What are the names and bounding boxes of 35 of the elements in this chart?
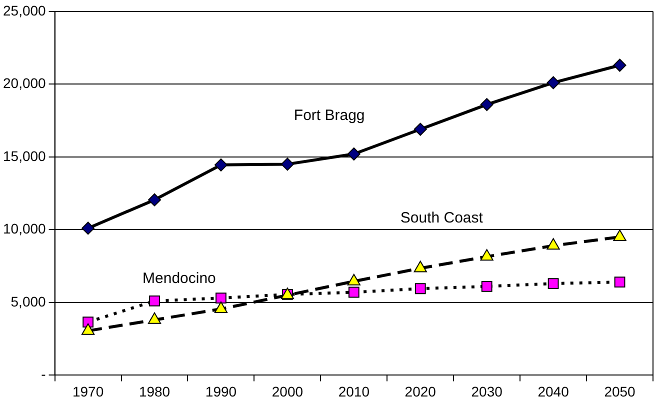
point: [149, 296, 160, 306]
series-label: Fort Bragg: [294, 107, 365, 124]
point: [414, 283, 426, 294]
x-tick-label: 2050: [604, 383, 636, 400]
series-label: South Coast: [400, 209, 484, 226]
point: [480, 249, 494, 261]
x-tick-label: 2010: [338, 383, 370, 400]
y-tick-label: 15,000: [2, 148, 46, 164]
x-tick-label: 1990: [205, 383, 237, 400]
y-tick-label: -: [41, 366, 46, 382]
point: [613, 58, 626, 72]
x-tick-label: 2020: [404, 383, 436, 400]
point: [82, 222, 95, 235]
x-tick-label: 2040: [538, 383, 570, 400]
point: [148, 193, 162, 206]
x-tick-label: 2030: [471, 383, 503, 400]
point: [348, 286, 360, 298]
y-tick-label: 5,000: [10, 293, 46, 310]
point: [280, 158, 294, 171]
y-tick-label: 10,000: [2, 220, 46, 237]
point: [614, 276, 626, 288]
y-tick-label: 20,000: [2, 75, 46, 92]
point: [548, 278, 559, 289]
point: [347, 148, 360, 161]
x-tick-label: 1970: [72, 383, 104, 400]
point: [481, 280, 492, 292]
x-tick-label: 1980: [138, 383, 170, 400]
x-tick-label: 2000: [272, 383, 304, 400]
point: [414, 122, 427, 136]
point: [214, 158, 228, 172]
point: [480, 98, 494, 112]
series-label: Mendocino: [142, 270, 216, 288]
point: [546, 76, 560, 90]
y-tick-label: 25,000: [2, 2, 46, 18]
point: [216, 292, 226, 304]
